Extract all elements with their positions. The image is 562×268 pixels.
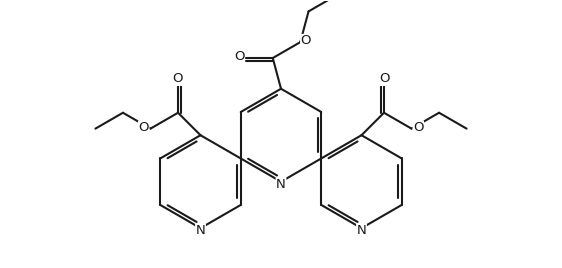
Text: N: N: [276, 178, 286, 191]
Text: O: O: [301, 34, 311, 47]
Text: N: N: [357, 224, 366, 237]
Text: O: O: [413, 121, 424, 134]
Text: O: O: [379, 72, 390, 85]
Text: O: O: [138, 121, 149, 134]
Text: O: O: [172, 72, 183, 85]
Text: N: N: [196, 224, 205, 237]
Text: O: O: [234, 50, 244, 63]
